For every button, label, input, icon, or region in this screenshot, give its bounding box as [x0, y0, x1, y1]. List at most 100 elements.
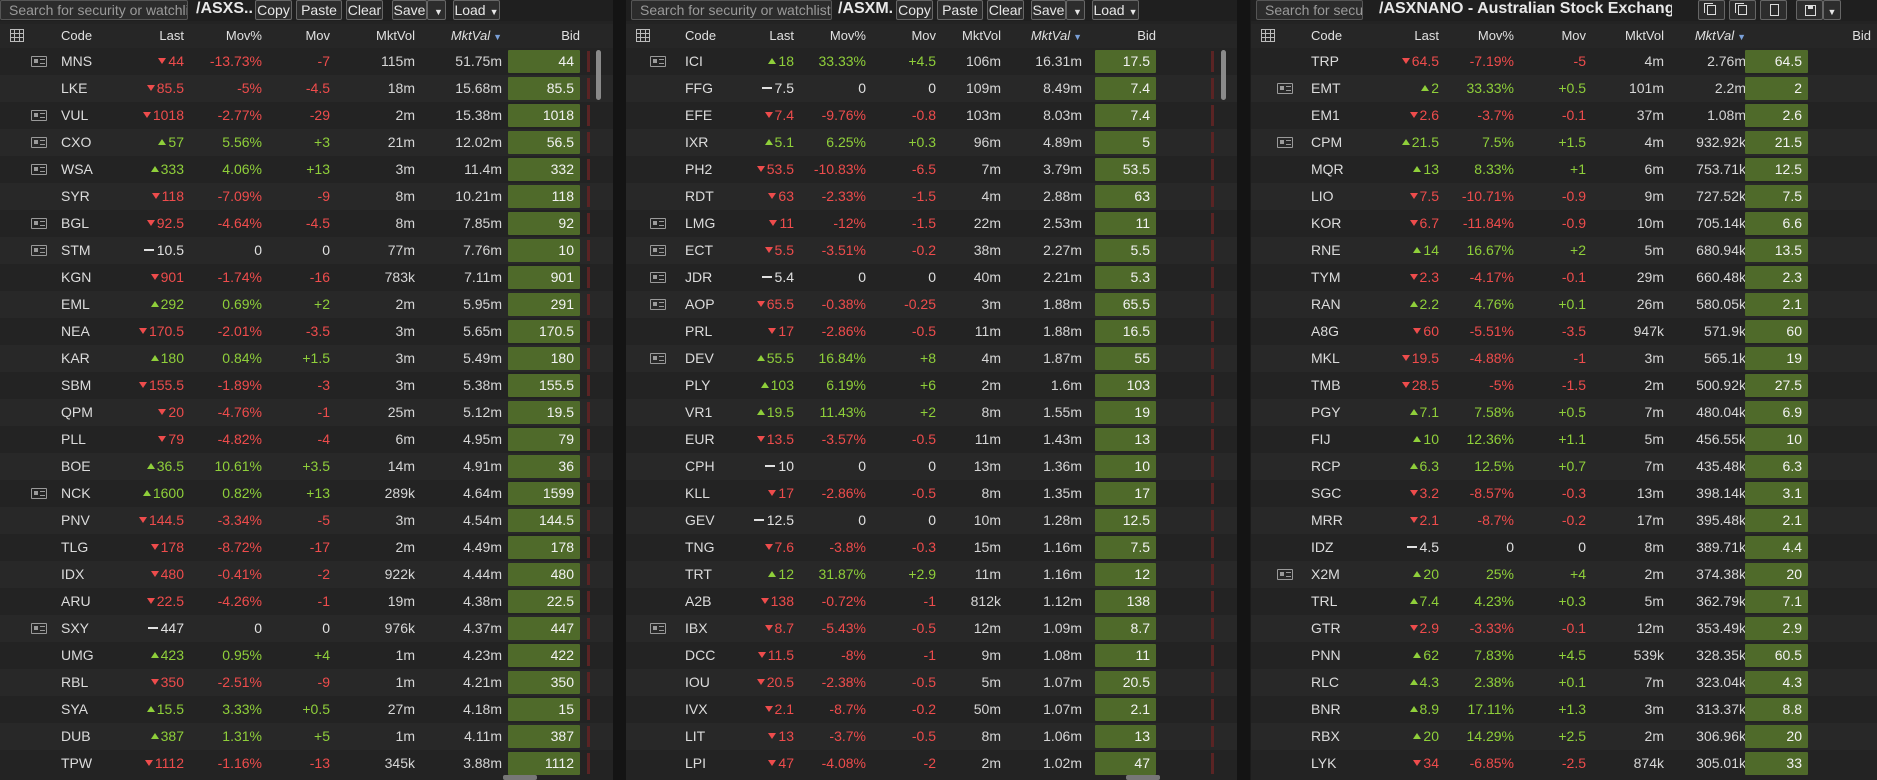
- col-bid[interactable]: Bid: [1852, 28, 1871, 43]
- news-icon[interactable]: [650, 56, 666, 67]
- panel-splitter[interactable]: [613, 0, 626, 780]
- news-icon[interactable]: [650, 272, 666, 283]
- table-row[interactable]: LKE 85.5 -5% -4.5 18m 15.68m 85.5: [0, 75, 613, 102]
- table-row[interactable]: TRT 12 31.87% +2.9 11m 1.16m 12: [626, 561, 1237, 588]
- save-menu-button[interactable]: ▼: [1066, 0, 1085, 20]
- table-row[interactable]: PRL 17 -2.86% -0.5 11m 1.88m 16.5: [626, 318, 1237, 345]
- news-icon[interactable]: [650, 299, 666, 310]
- col-last[interactable]: Last: [769, 28, 794, 43]
- col-mktvol[interactable]: MktVol: [1624, 28, 1664, 43]
- col-movpct[interactable]: Mov%: [829, 28, 866, 43]
- table-row[interactable]: IBX 8.7 -5.43% -0.5 12m 1.09m 8.7: [626, 615, 1237, 642]
- table-row[interactable]: RBX 20 14.29% +2.5 2m 306.96k 20: [1251, 723, 1877, 750]
- clear-button[interactable]: Clear: [346, 0, 383, 20]
- table-row[interactable]: BOE 36.5 10.61% +3.5 14m 4.91m 36: [0, 453, 613, 480]
- table-row[interactable]: MQR 13 8.33% +1 6m 753.71k 12.5: [1251, 156, 1877, 183]
- load-button[interactable]: Load ▼: [453, 0, 500, 20]
- save-icon-button[interactable]: [1796, 0, 1823, 20]
- table-row[interactable]: PNN 62 7.83% +4.5 539k 328.35k 60.5: [1251, 642, 1877, 669]
- news-icon[interactable]: [650, 623, 666, 634]
- paste-button[interactable]: Paste: [296, 0, 342, 20]
- news-icon[interactable]: [31, 164, 47, 175]
- grid-icon[interactable]: [10, 29, 24, 42]
- table-row[interactable]: CXO 57 5.56% +3 21m 12.02m 56.5: [0, 129, 613, 156]
- table-row[interactable]: CPH 10 0 0 13m 1.36m 10: [626, 453, 1237, 480]
- col-mov[interactable]: Mov: [1561, 28, 1586, 43]
- table-row[interactable]: IDX 480 -0.41% -2 922k 4.44m 480: [0, 561, 613, 588]
- table-row[interactable]: GTR 2.9 -3.33% -0.1 12m 353.49k 2.9: [1251, 615, 1877, 642]
- table-row[interactable]: A8G 60 -5.51% -3.5 947k 571.9k 60: [1251, 318, 1877, 345]
- news-icon[interactable]: [31, 218, 47, 229]
- grid-icon[interactable]: [1261, 29, 1275, 42]
- col-mov[interactable]: Mov: [911, 28, 936, 43]
- news-icon[interactable]: [31, 110, 47, 121]
- table-row[interactable]: TYM 2.3 -4.17% -0.1 29m 660.48k 2.3: [1251, 264, 1877, 291]
- table-row[interactable]: LYK 34 -6.85% -2.5 874k 305.01k 33: [1251, 750, 1877, 777]
- table-row[interactable]: IXR 5.1 6.25% +0.3 96m 4.89m 5: [626, 129, 1237, 156]
- table-row[interactable]: NCK 1600 0.82% +13 289k 4.64m 1599: [0, 480, 613, 507]
- table-row[interactable]: TRL 7.4 4.23% +0.3 5m 362.79k 7.1: [1251, 588, 1877, 615]
- table-row[interactable]: MKL 19.5 -4.88% -1 3m 565.1k 19: [1251, 345, 1877, 372]
- col-bid[interactable]: Bid: [561, 28, 580, 43]
- table-row[interactable]: IVX 2.1 -8.7% -0.2 50m 1.07m 2.1: [626, 696, 1237, 723]
- save-button[interactable]: Save: [1031, 0, 1066, 20]
- table-row[interactable]: EUR 13.5 -3.57% -0.5 11m 1.43m 13: [626, 426, 1237, 453]
- table-row[interactable]: RBL 350 -2.51% -9 1m 4.21m 350: [0, 669, 613, 696]
- table-row[interactable]: RAN 2.2 4.76% +0.1 26m 580.05k 2.1: [1251, 291, 1877, 318]
- table-row[interactable]: JDR 5.4 0 0 40m 2.21m 5.3: [626, 264, 1237, 291]
- news-icon[interactable]: [1277, 569, 1293, 580]
- clear-icon-button[interactable]: [1760, 0, 1787, 20]
- table-row[interactable]: SBM 155.5 -1.89% -3 3m 5.38m 155.5: [0, 372, 613, 399]
- table-row[interactable]: MNS 44 -13.73% -7 115m 51.75m 44: [0, 48, 613, 75]
- news-icon[interactable]: [650, 245, 666, 256]
- col-movpct[interactable]: Mov%: [225, 28, 262, 43]
- col-mktvol[interactable]: MktVol: [961, 28, 1001, 43]
- table-row[interactable]: DEV 55.5 16.84% +8 4m 1.87m 55: [626, 345, 1237, 372]
- col-code[interactable]: Code: [61, 28, 93, 43]
- table-row[interactable]: EML 292 0.69% +2 2m 5.95m 291: [0, 291, 613, 318]
- col-code[interactable]: Code: [1311, 28, 1343, 43]
- col-mktval[interactable]: MktVal ▼: [1666, 24, 1746, 48]
- copy-button[interactable]: Copy: [896, 0, 933, 20]
- table-row[interactable]: WSA 333 4.06% +13 3m 11.4m 332: [0, 156, 613, 183]
- col-mktvol[interactable]: MktVol: [375, 28, 415, 43]
- table-row[interactable]: ARU 22.5 -4.26% -1 19m 4.38m 22.5: [0, 588, 613, 615]
- table-row[interactable]: DCC 11.5 -8% -1 9m 1.08m 11: [626, 642, 1237, 669]
- table-row[interactable]: SYR 118 -7.09% -9 8m 10.21m 118: [0, 183, 613, 210]
- col-movpct[interactable]: Mov%: [1477, 28, 1514, 43]
- vertical-scrollbar[interactable]: [596, 50, 601, 100]
- table-row[interactable]: VUL 1018 -2.77% -29 2m 15.38m 1018: [0, 102, 613, 129]
- col-last[interactable]: Last: [1414, 28, 1439, 43]
- table-row[interactable]: AOP 65.5 -0.38% -0.25 3m 1.88m 65.5: [626, 291, 1237, 318]
- vertical-scrollbar[interactable]: [1221, 50, 1226, 100]
- col-code[interactable]: Code: [685, 28, 717, 43]
- search-input[interactable]: Search for security or watchlist...: [1256, 0, 1363, 20]
- table-row[interactable]: EFE 7.4 -9.76% -0.8 103m 8.03m 7.4: [626, 102, 1237, 129]
- table-row[interactable]: EM1 2.6 -3.7% -0.1 37m 1.08m 2.6: [1251, 102, 1877, 129]
- table-row[interactable]: RCP 6.3 12.5% +0.7 7m 435.48k 6.3: [1251, 453, 1877, 480]
- table-row[interactable]: STM 10.5 0 0 77m 7.76m 10: [0, 237, 613, 264]
- table-row[interactable]: RLC 4.3 2.38% +0.1 7m 323.04k 4.3: [1251, 669, 1877, 696]
- table-row[interactable]: SXY 447 0 0 976k 4.37m 447: [0, 615, 613, 642]
- table-row[interactable]: LIT 13 -3.7% -0.5 8m 1.06m 13: [626, 723, 1237, 750]
- table-row[interactable]: TRP 64.5 -7.19% -5 4m 2.76m 64.5: [1251, 48, 1877, 75]
- table-row[interactable]: DUB 387 1.31% +5 1m 4.11m 387: [0, 723, 613, 750]
- table-row[interactable]: KOR 6.7 -11.84% -0.9 10m 705.14k 6.6: [1251, 210, 1877, 237]
- paste-button[interactable]: Paste: [937, 0, 983, 20]
- table-row[interactable]: EMT 2 33.33% +0.5 101m 2.2m 2: [1251, 75, 1877, 102]
- save-button[interactable]: Save: [392, 0, 427, 20]
- table-row[interactable]: KAR 180 0.84% +1.5 3m 5.49m 180: [0, 345, 613, 372]
- news-icon[interactable]: [31, 56, 47, 67]
- col-mktval[interactable]: MktVal ▼: [1006, 24, 1082, 48]
- search-input[interactable]: Search for security or watchlist...: [631, 0, 832, 20]
- table-row[interactable]: QPM 20 -4.76% -1 25m 5.12m 19.5: [0, 399, 613, 426]
- table-row[interactable]: RNE 14 16.67% +2 5m 680.94k 13.5: [1251, 237, 1877, 264]
- news-icon[interactable]: [1277, 137, 1293, 148]
- grid-icon[interactable]: [636, 29, 650, 42]
- table-row[interactable]: KLL 17 -2.86% -0.5 8m 1.35m 17: [626, 480, 1237, 507]
- table-row[interactable]: LIO 7.5 -10.71% -0.9 9m 727.52k 7.5: [1251, 183, 1877, 210]
- watchlist-title[interactable]: /ASXNANO - Australian Stock Exchang...: [1379, 0, 1672, 17]
- news-icon[interactable]: [650, 353, 666, 364]
- table-row[interactable]: PLY 103 6.19% +6 2m 1.6m 103: [626, 372, 1237, 399]
- news-icon[interactable]: [31, 623, 47, 634]
